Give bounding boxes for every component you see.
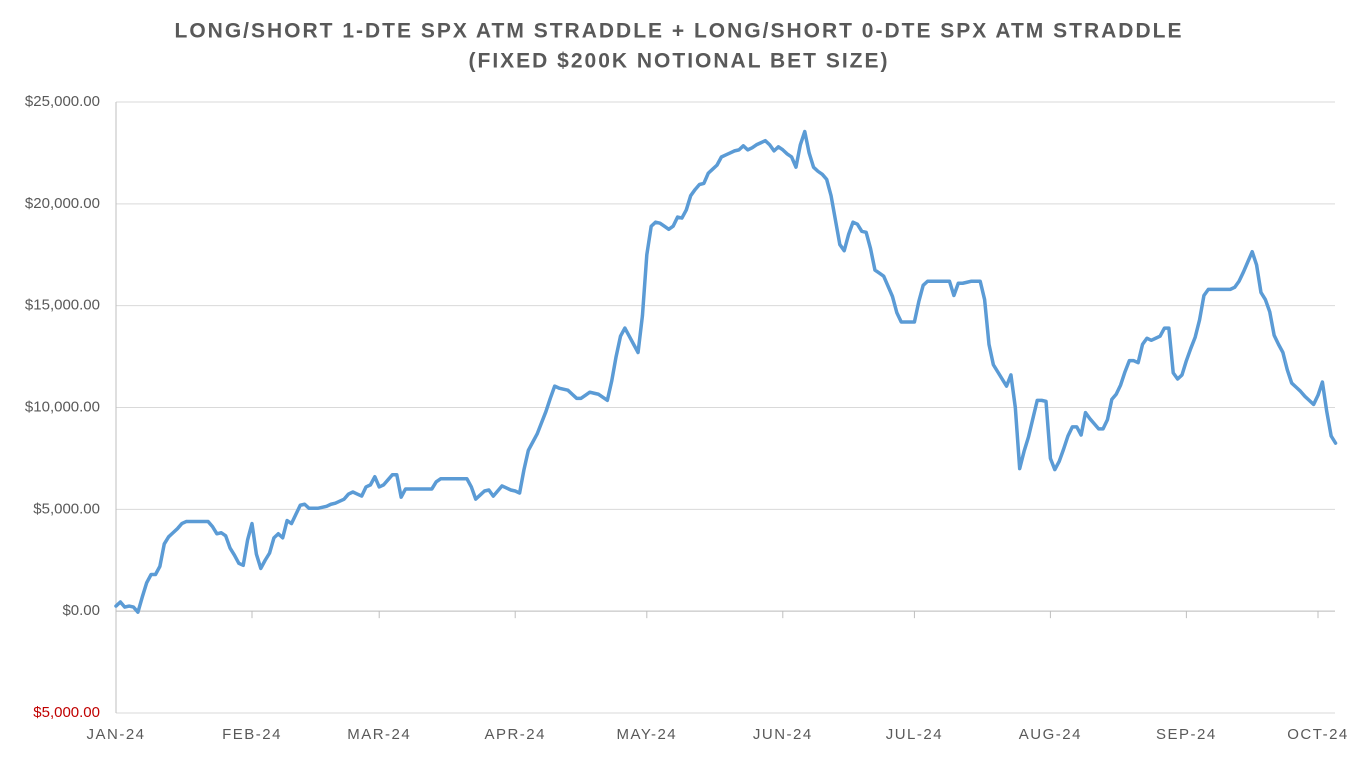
x-tick-label: JAN-24 (86, 726, 145, 743)
y-tick-label: $0.00 (62, 602, 100, 619)
y-tick-label: $10,000.00 (25, 398, 100, 415)
y-tick-label: $20,000.00 (25, 195, 100, 212)
x-tick-label: MAY-24 (616, 726, 677, 743)
x-tick-label: FEB-24 (222, 726, 282, 743)
x-tick-label: JUL-24 (886, 726, 943, 743)
x-tick-label: AUG-24 (1019, 726, 1082, 743)
chart-title: LONG/SHORT 1-DTE SPX ATM STRADDLE + LONG… (175, 20, 1184, 43)
x-tick-label: OCT-24 (1287, 726, 1349, 743)
y-tick-label: $5,000.00 (33, 500, 100, 517)
x-tick-label: APR-24 (484, 726, 546, 743)
x-tick-label: MAR-24 (347, 726, 411, 743)
x-tick-label: SEP-24 (1156, 726, 1217, 743)
x-tick-label: JUN-24 (753, 726, 813, 743)
y-tick-label: $15,000.00 (25, 297, 100, 314)
data-line (114, 129, 1338, 614)
y-tick-label: $5,000.00 (33, 704, 100, 721)
chart-subtitle: (FIXED $200K NOTIONAL BET SIZE) (469, 50, 890, 73)
y-tick-label: $25,000.00 (25, 93, 100, 110)
